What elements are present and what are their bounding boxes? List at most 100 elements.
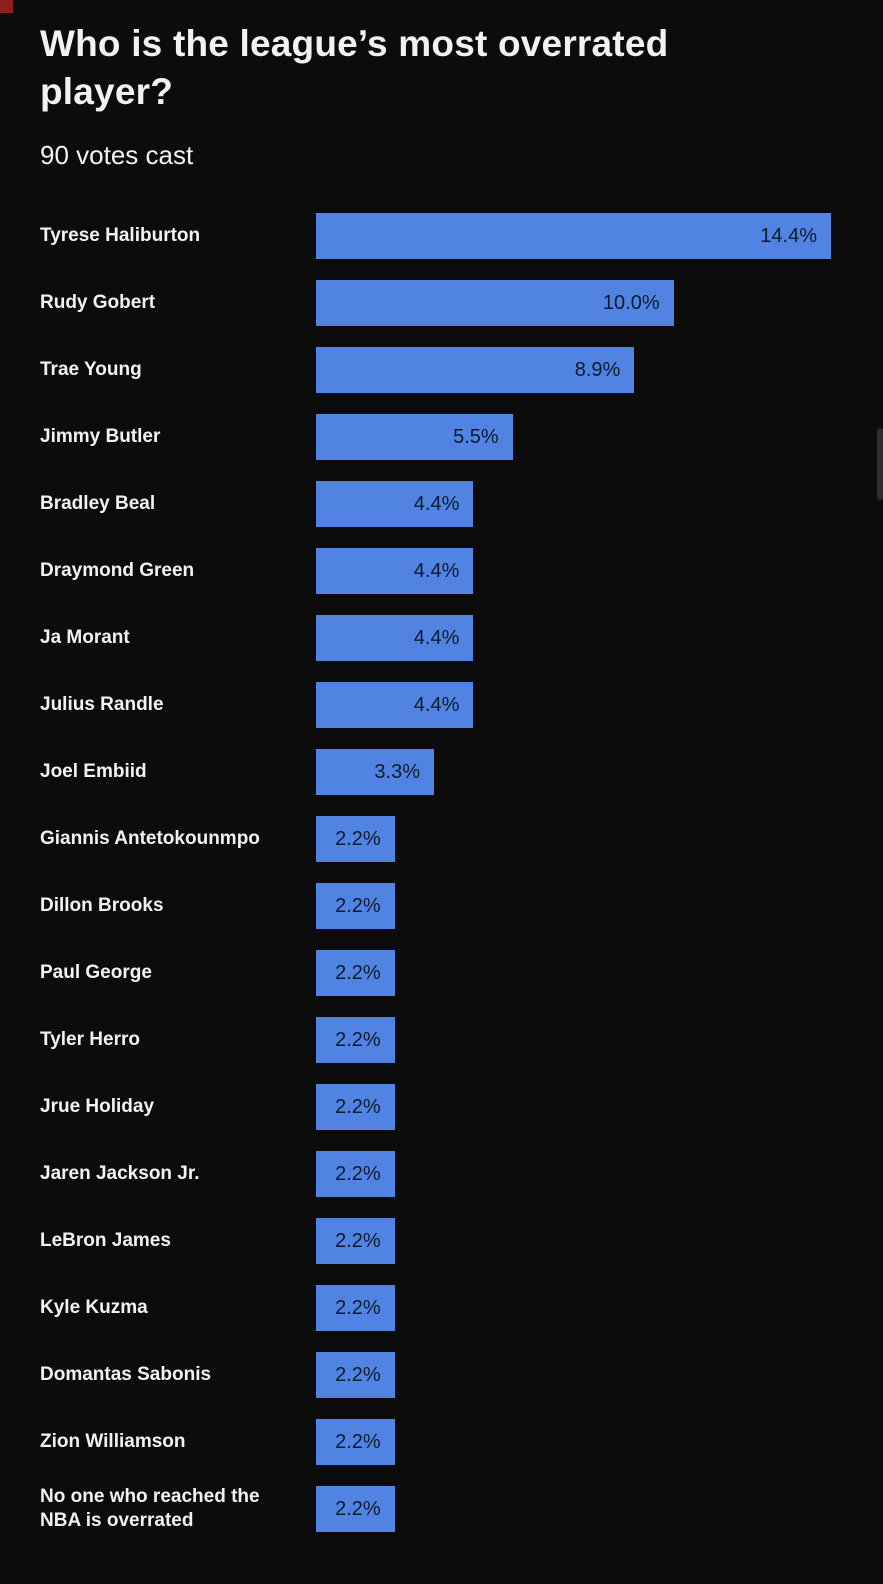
bar-track: 2.2%: [316, 1285, 831, 1332]
poll-row: Julius Randle 4.4%: [40, 682, 831, 729]
player-name: Bradley Beal: [40, 493, 156, 515]
poll-row: Zion Williamson 2.2%: [40, 1419, 831, 1466]
poll-row: LeBron James 2.2%: [40, 1218, 831, 1265]
bar-value-label: 10.0%: [602, 291, 660, 314]
player-name: Jimmy Butler: [40, 426, 161, 448]
result-bar: 2.2%: [316, 1017, 395, 1064]
player-name: LeBron James: [40, 1230, 171, 1252]
player-name: Zion Williamson: [40, 1431, 186, 1453]
bar-value-label: 14.4%: [760, 224, 817, 247]
player-name: Domantas Sabonis: [40, 1364, 212, 1386]
poll-row: Kyle Kuzma 2.2%: [40, 1285, 831, 1332]
result-bar: 2.2%: [316, 1218, 395, 1265]
bar-value-label: 2.2%: [335, 1028, 381, 1051]
result-bar: 2.2%: [316, 1352, 395, 1399]
bar-track: 2.2%: [316, 883, 831, 930]
result-bar: 2.2%: [316, 816, 395, 863]
corner-red-mark: [0, 0, 13, 13]
poll-row: Jimmy Butler 5.5%: [40, 414, 831, 461]
bar-value-label: 2.2%: [335, 1296, 381, 1319]
votes-count: 90 votes cast: [40, 140, 194, 171]
result-bar: 4.4%: [316, 481, 474, 528]
bar-value-label: 3.3%: [374, 760, 421, 783]
bar-track: 2.2%: [316, 1151, 831, 1198]
bar-track: 5.5%: [316, 414, 831, 461]
bar-chart: Tyrese Haliburton 14.4% Rudy Gobert 10.0…: [40, 213, 831, 1533]
player-name: Draymond Green: [40, 560, 195, 582]
bar-track: 2.2%: [316, 1419, 831, 1466]
poll-row: Jaren Jackson Jr. 2.2%: [40, 1151, 831, 1198]
bar-value-label: 2.2%: [335, 1229, 381, 1252]
player-name: Ja Morant: [40, 627, 130, 649]
player-name: Kyle Kuzma: [40, 1297, 148, 1319]
bar-track: 2.2%: [316, 950, 831, 997]
bar-track: 8.9%: [316, 347, 831, 394]
player-name: Giannis Antetokounmpo: [40, 828, 260, 850]
result-bar: 8.9%: [316, 347, 635, 394]
bar-value-label: 4.4%: [413, 626, 460, 649]
poll-row: Draymond Green 4.4%: [40, 548, 831, 595]
poll-row: Giannis Antetokounmpo 2.2%: [40, 816, 831, 863]
bar-track: 2.2%: [316, 1017, 831, 1064]
result-bar: 2.2%: [316, 1151, 395, 1198]
player-name: Jaren Jackson Jr.: [40, 1163, 200, 1185]
result-bar: 4.4%: [316, 548, 474, 595]
bar-track: 4.4%: [316, 615, 831, 662]
poll-row: Ja Morant 4.4%: [40, 615, 831, 662]
player-name: Rudy Gobert: [40, 292, 156, 314]
player-name: Paul George: [40, 962, 152, 984]
bar-value-label: 4.4%: [413, 559, 460, 582]
result-bar: 10.0%: [316, 280, 674, 327]
player-name: Trae Young: [40, 359, 142, 381]
bar-value-label: 2.2%: [335, 827, 381, 850]
result-bar: 4.4%: [316, 615, 474, 662]
bar-value-label: 2.2%: [335, 1162, 381, 1185]
scrollbar-thumb[interactable]: [877, 428, 883, 500]
bar-value-label: 2.2%: [335, 1095, 381, 1118]
player-name: Tyler Herro: [40, 1029, 140, 1051]
bar-value-label: 2.2%: [335, 1497, 381, 1520]
result-bar: 2.2%: [316, 1419, 395, 1466]
poll-row: Trae Young 8.9%: [40, 347, 831, 394]
poll-row: Joel Embiid 3.3%: [40, 749, 831, 796]
bar-track: 10.0%: [316, 280, 831, 327]
bar-track: 3.3%: [316, 749, 831, 796]
bar-value-label: 2.2%: [335, 1363, 381, 1386]
poll-row: Tyler Herro 2.2%: [40, 1017, 831, 1064]
player-name: No one who reached the NBA is overrated: [40, 1486, 260, 1532]
poll-row: Bradley Beal 4.4%: [40, 481, 831, 528]
player-name: Julius Randle: [40, 694, 164, 716]
poll-row: Jrue Holiday 2.2%: [40, 1084, 831, 1131]
player-name: Jrue Holiday: [40, 1096, 155, 1118]
poll-row: Tyrese Haliburton 14.4%: [40, 213, 831, 260]
bar-value-label: 4.4%: [413, 693, 460, 716]
bar-track: 2.2%: [316, 1218, 831, 1265]
bar-value-label: 2.2%: [335, 961, 381, 984]
result-bar: 3.3%: [316, 749, 435, 796]
bar-value-label: 4.4%: [413, 492, 460, 515]
bar-track: 14.4%: [316, 213, 831, 260]
result-bar: 2.2%: [316, 1486, 395, 1533]
bar-track: 2.2%: [316, 1084, 831, 1131]
poll-row: No one who reached the NBA is overrated …: [40, 1486, 831, 1533]
bar-value-label: 8.9%: [574, 358, 621, 381]
page-title: Who is the league’s most overrated playe…: [40, 23, 669, 113]
result-bar: 2.2%: [316, 1285, 395, 1332]
result-bar: 14.4%: [316, 213, 831, 260]
player-name: Dillon Brooks: [40, 895, 164, 917]
result-bar: 2.2%: [316, 950, 395, 997]
bar-value-label: 2.2%: [335, 1430, 381, 1453]
poll-row: Paul George 2.2%: [40, 950, 831, 997]
result-bar: 5.5%: [316, 414, 513, 461]
player-name: Tyrese Haliburton: [40, 225, 201, 247]
bar-value-label: 5.5%: [453, 425, 499, 448]
result-bar: 2.2%: [316, 1084, 395, 1131]
bar-track: 2.2%: [316, 1486, 831, 1533]
result-bar: 2.2%: [316, 883, 395, 930]
player-name: Joel Embiid: [40, 761, 147, 783]
bar-track: 2.2%: [316, 1352, 831, 1399]
result-bar: 4.4%: [316, 682, 474, 729]
poll-row: Rudy Gobert 10.0%: [40, 280, 831, 327]
bar-track: 4.4%: [316, 481, 831, 528]
